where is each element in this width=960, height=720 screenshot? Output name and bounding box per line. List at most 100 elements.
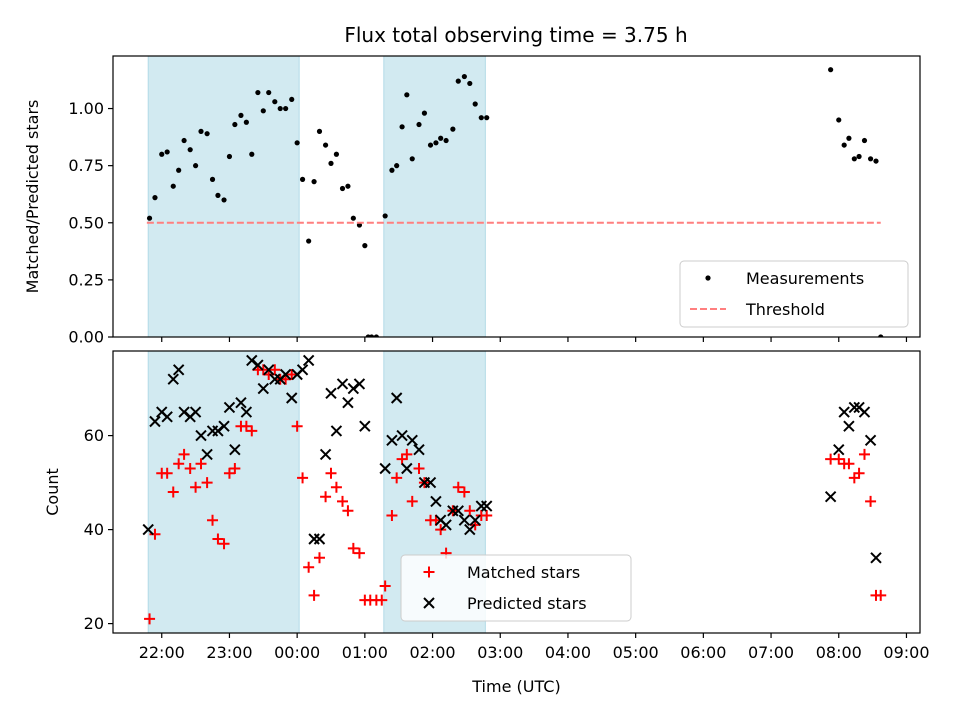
predicted-stars-point-1 [149,415,161,428]
predicted-stars-point-28 [302,354,315,367]
matched-stars-point-14 [223,467,235,479]
measurements-point-61 [828,67,834,73]
predicted-stars-point-15 [229,443,241,456]
legend-measurements-label: Measurements [746,269,864,288]
predicted-stars-point-4 [167,373,179,385]
measurements-point-47 [409,156,415,162]
matched-stars-point-56 [458,486,470,498]
matched-stars-point-33 [330,481,342,493]
measurements-point-56 [461,73,467,80]
xlabel: Time (UTC) [471,677,560,696]
matched-stars-point-43 [386,510,398,521]
measurements-point-7 [187,147,193,153]
predicted-stars-point-30 [313,533,326,545]
matched-stars-point-46 [401,448,413,460]
matched-stars-point-3 [161,467,173,479]
measurements-point-17 [243,119,249,125]
predicted-stars-point-19 [252,359,264,371]
top-ytick-label-2: 0.50 [68,213,104,232]
measurements-point-23 [277,105,283,112]
bottom-legend-box [400,554,632,622]
measurements-point-65 [851,156,857,162]
measurements-point-11 [209,176,216,182]
predicted-stars-point-5 [172,364,185,376]
matched-stars-point-15 [229,463,241,474]
top-observing-window-2 [383,56,486,337]
measurements-point-52 [438,135,444,141]
measurements-point-40 [369,334,375,337]
bottom-xtick-label-4: 02:00 [409,643,455,662]
measurements-point-42 [382,213,388,219]
predicted-stars-point-64 [858,406,871,418]
predicted-stars-point-42 [396,429,408,442]
predicted-stars-point-41 [390,392,403,404]
predicted-stars-point-20 [257,382,270,395]
measurements-point-33 [333,151,340,157]
predicted-stars-point-8 [189,406,202,418]
top-legend: Measurements Threshold [679,260,909,328]
measurements-point-28 [306,238,312,244]
measurements-point-46 [404,92,410,98]
matched-stars-point-27 [297,472,309,484]
matched-stars-point-42 [379,580,391,592]
matched-stars-point-45 [396,453,408,465]
measurements-point-26 [294,140,300,146]
predicted-stars-point-17 [240,406,253,418]
predicted-stars-point-47 [424,476,437,489]
predicted-stars-point-60 [838,406,850,418]
predicted-stars-point-43 [401,462,413,475]
top-panel-measurements: 0.00 0.25 0.50 0.75 1.00 Matched/Predicted st… [23,55,921,347]
measurements-point-8 [192,163,199,169]
matched-stars-point-8 [190,481,202,493]
predicted-stars-point-48 [430,495,442,508]
measurements-point-13 [221,197,227,203]
measurements-point-57 [467,80,473,87]
matched-stars-point-17 [240,420,252,432]
predicted-stars-point-57 [481,500,493,512]
predicted-stars-point-31 [319,448,332,461]
matched-stars-point-62 [833,453,845,465]
measurements-point-43 [389,167,395,173]
measurements-point-38 [362,243,368,249]
matched-stars-point-10 [201,477,213,489]
measurements-point-5 [176,167,182,173]
measurements-point-44 [394,163,400,169]
predicted-stars-point-35 [342,396,354,409]
legend-predicted-stars-swatch [423,597,435,609]
matched-stars-point-31 [320,491,332,503]
top-ytick-label-0: 0.00 [68,328,104,347]
predicted-stars-point-34 [336,378,349,390]
matched-stars-point-65 [848,472,860,484]
measurements-point-51 [433,140,439,146]
measurements-point-48 [416,121,422,128]
measurements-point-70 [878,334,884,337]
matched-stars-point-47 [406,495,418,507]
matched-stars-point-9 [195,458,207,470]
predicted-stars-point-24 [279,368,292,381]
top-ytick-label-1: 0.25 [68,270,104,289]
bottom-xtick-label-9: 07:00 [748,643,794,662]
matched-stars-point-41 [376,594,388,606]
matched-stars-point-35 [342,505,354,517]
matched-stars-point-20 [257,364,269,376]
predicted-stars-point-3 [161,411,173,423]
measurements-point-36 [350,215,356,221]
predicted-stars-point-33 [330,425,343,437]
bottom-ytick-label-2: 60 [84,426,104,445]
matched-stars-point-13 [218,538,230,550]
matched-stars-point-18 [246,425,258,437]
matched-stars-point-36 [347,542,359,554]
legend-matched-stars-swatch [423,566,435,578]
measurements-point-69 [873,158,879,164]
top-legend-box [679,260,909,328]
matched-stars-point-30 [313,552,325,564]
measurements-point-4 [170,183,176,189]
measurements-point-50 [427,142,434,148]
bottom-panel-counts: 20 40 60 22:00 23:00 00:00 01:00 02:00 03:00 04:0… [43,350,930,696]
bottom-xtick-label-0: 22:00 [139,643,185,662]
matched-stars-point-37 [353,547,365,559]
measurements-point-68 [867,156,874,162]
matched-stars-point-57 [464,505,476,517]
matched-stars-point-67 [858,448,870,460]
